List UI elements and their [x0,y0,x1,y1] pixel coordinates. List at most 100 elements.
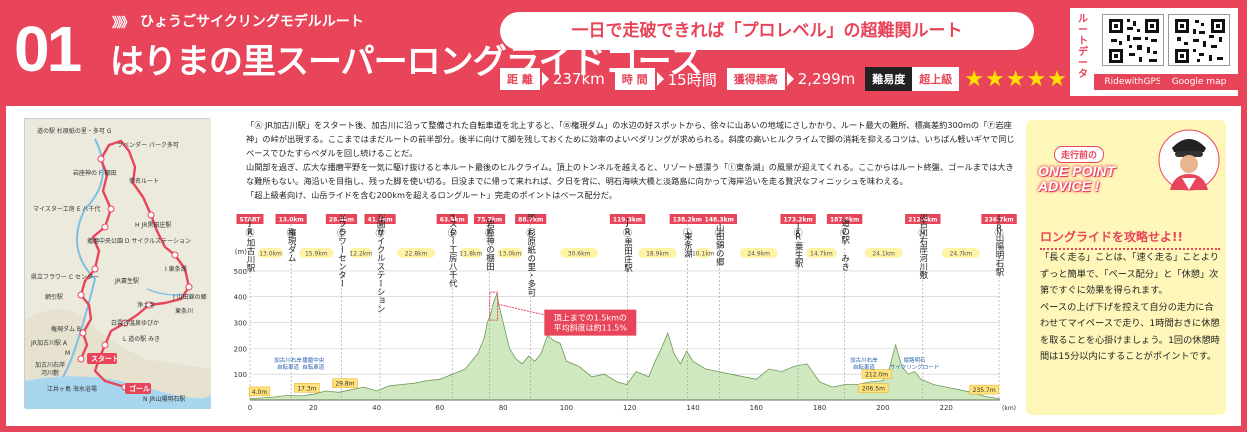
elevation-tag [294,383,320,393]
course-subtitle: ひょうごサイクリングモデルルート [140,14,364,30]
course-stats: 距 離 237km 時 間 15時間 獲得標高 2,299m 難易度 超上級 ★… [500,64,1068,94]
elevation-value: 2,299m [797,70,856,88]
map-label: 加古川右岸 [35,361,65,369]
x-axis-unit: (km) [1002,405,1016,412]
checkpoint-distance-tag [609,214,646,224]
elevation-label: 4.0m [252,389,268,396]
course-description: 「Ⓐ JR加古川駅」をスタート後、加古川に沿って整備された自転車道を北上すると、… [246,118,1016,202]
segment-pill [299,248,334,258]
x-tick-label: 40 [372,404,381,412]
checkpoint-letter: Ⓙ [715,228,724,239]
map-label: 江井ヶ島 海水浴場 [47,385,97,393]
map-label: 播磨中央公園 D サイクルステーション [87,237,191,245]
goal-marker [125,383,151,394]
segment-distance: 22.8km [405,251,428,258]
checkpoint-name: JR加古川駅 [245,218,255,273]
checkpoint-distance-tag [473,214,506,224]
elevation-label: 29.8m [335,381,354,388]
advice-panel: 走行前の ONE POINT ADVICE ! ロングライドを攻略せよ!! [1026,120,1226,415]
distance-value: 237km [552,70,605,88]
route-note: 播磨中央 [302,356,325,364]
x-tick-label: 180 [813,404,826,412]
summit-box [489,291,499,321]
arrow-icon [786,72,794,86]
elevation-tag [969,384,999,395]
map-label: J 山田錦の郷 [172,293,207,301]
map-label: 道の駅 杉原紙の里・多可 G [37,127,112,135]
map-label: JR粟生駅 [114,277,139,285]
segment-pill [638,248,677,258]
checkpoint-letter: Ⓝ [995,228,1004,239]
y-tick-label: 200 [234,345,247,353]
advice-badge: 走行前の ONE POINT ADVICE ! [1032,134,1162,194]
segment-pill [460,248,482,258]
route-note: 加古川右岸 [274,356,302,364]
segment-pill [941,248,980,258]
x-tick-label: 160 [750,404,763,412]
segment-distance: 13.0km [259,251,282,258]
segment-distance: 12.2km [349,251,372,258]
x-tick-label: 220 [940,404,953,412]
map-label: L 道の駅 みき [123,335,160,343]
checkpoint-name: JR粟生駅 [793,222,803,268]
y-axis-unit: (m) [235,248,248,256]
segment-pill [397,248,436,258]
chart-plot-bg [250,214,1000,400]
course-tagline: 一日で走破できれば「プロレベル」の超難関ルート [500,12,1034,50]
callout-leader [497,303,545,316]
checkpoint-distance: 119.3km [613,217,642,224]
checkpoint-name: マイスター工房八千代 [447,214,457,288]
elevation-tag [861,369,892,379]
checkpoint-name: JR山陽明石駅 [994,214,1004,277]
checkpoint-distance: 187.9km [830,217,859,224]
map-label: 東条川 [175,307,193,315]
checkpoint-letter: Ⓑ [287,228,296,239]
y-tick-label: 300 [234,320,247,328]
checkpoint-letter: Ⓒ [337,228,346,239]
route-note: 自転車道 [853,363,876,371]
elevation-tag [248,386,271,397]
content-panel: 道の駅 杉原紙の里・多可 G ラベンダー パーク多可 岩座神の F 棚田 拳名ル… [6,106,1241,426]
checkpoint-distance-tag [905,214,941,224]
checkpoint-letter: Ⓓ [376,228,385,239]
segment-pill [560,248,599,258]
map-label: 権現ダム B [51,325,81,333]
checkpoint-distance: 148.3km [705,217,734,224]
route-map-svg: 道の駅 杉原紙の里・多可 G ラベンダー パーク多可 岩座神の F 棚田 拳名ル… [25,119,211,409]
qr-code-ridewithgps[interactable] [1102,14,1164,66]
checkpoint-name: 県立フラワーセンター [336,214,346,288]
map-label: 白雲谷温泉ゆぴか [111,319,159,327]
start-label: スタート [91,354,119,363]
checkpoint-distance: 28.9km [329,217,354,224]
callout-box [544,309,637,336]
elevation-chart-svg: 100 200 300 400 500 (m) 0 20 40 60 80 100 120 140 160 1… [234,176,1017,412]
advice-badge-small: 走行前の [1054,146,1105,163]
header: 01 》》》 ひょうごサイクリングモデルルート はりまの里スーパーロングライドコ… [0,0,1247,102]
checkpoint-distance: 138.2km [673,217,702,224]
x-tick-label: 0 [248,404,252,412]
route-note: サイクリングロード [890,363,939,371]
checkpoint-letter: Ⓜ [918,228,927,239]
map-label: M [65,350,70,357]
start-marker [87,353,117,364]
map-label: 網引駅 [45,293,63,301]
qr-code-googlemap[interactable] [1168,14,1230,66]
checkpoint-distance: 212.6km [908,217,937,224]
map-label: 県立フラワー C センター [31,273,99,281]
checkpoint-distance-tag [275,214,307,224]
checkpoint-name: JR黒田庄駅 [623,218,633,273]
map-label: 河川敷 [41,369,59,377]
segment-pill [258,248,284,258]
x-tick-label: 100 [560,404,573,412]
qr1-label: RidewithGPS [1094,74,1172,90]
checkpoint-distance: 236.7km [984,217,1013,224]
qr-icon [1175,19,1225,63]
checkpoint-letter: Ⓘ [683,228,692,239]
checkpoint-letter: Ⓚ [794,228,803,239]
map-label: N JR山陽明石駅 [143,395,185,403]
x-tick-label: 80 [499,404,508,412]
checkpoint-distance-tag [981,214,1017,224]
checkpoint-distance: 13.0km [279,217,304,224]
chevron-icon: 》》》 [112,16,134,31]
